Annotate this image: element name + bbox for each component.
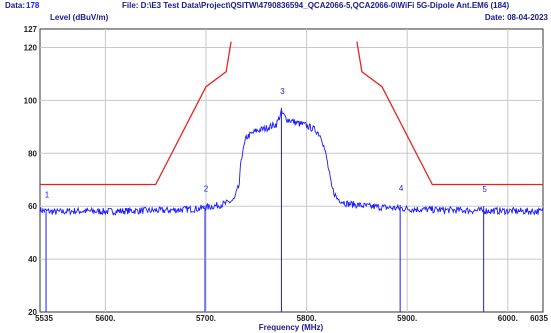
y-tick-label: 60 [28, 202, 37, 211]
series-group [39, 41, 544, 216]
y-tick-label: 80 [28, 149, 37, 158]
y-tick-label: 20 [28, 308, 37, 317]
x-tick-label: 6035 [530, 314, 548, 323]
x-tick-label: 5900. [397, 314, 417, 323]
y-tick-label: 100 [24, 96, 38, 105]
x-axis-title: Frequency (MHz) [259, 323, 324, 332]
marker-1-label: 1 [45, 190, 50, 199]
date-label: Date: 08-04-2023 [485, 13, 549, 22]
data-value: 178 [26, 1, 40, 10]
marker-3-label: 3 [280, 87, 285, 96]
limit-line [40, 41, 232, 186]
data-label: Data: [5, 1, 25, 10]
marker-5-label: 5 [482, 185, 487, 194]
measurement-trace [39, 109, 544, 216]
x-tick-label: 5800. [297, 314, 317, 323]
y-tick-label: 127 [24, 25, 38, 34]
file-path: File: D:\E3 Test Data\Project\QSITW\4790… [122, 1, 510, 10]
marker-4-label: 4 [399, 184, 404, 193]
y-tick-label: 40 [28, 255, 37, 264]
x-tick-labels: 5535 5600. 5700. 5800. 5900. 6000. 6035 [35, 314, 548, 323]
y-tick-label: 120 [24, 44, 38, 53]
x-tick-label: 5700. [196, 314, 216, 323]
y-axis-title: Level (dBuV/m) [50, 13, 109, 22]
grid-lines [40, 29, 543, 312]
x-tick-label: 5535 [35, 314, 53, 323]
markers-group: 1 2 3 4 5 [45, 87, 487, 312]
limit-line [356, 41, 543, 186]
plot-area [39, 28, 544, 313]
x-tick-label: 6000. [498, 314, 518, 323]
x-tick-label: 5600. [95, 314, 115, 323]
y-tick-labels: 20 40 60 80 100 120 127 [24, 25, 38, 317]
marker-2-label: 2 [204, 185, 209, 194]
